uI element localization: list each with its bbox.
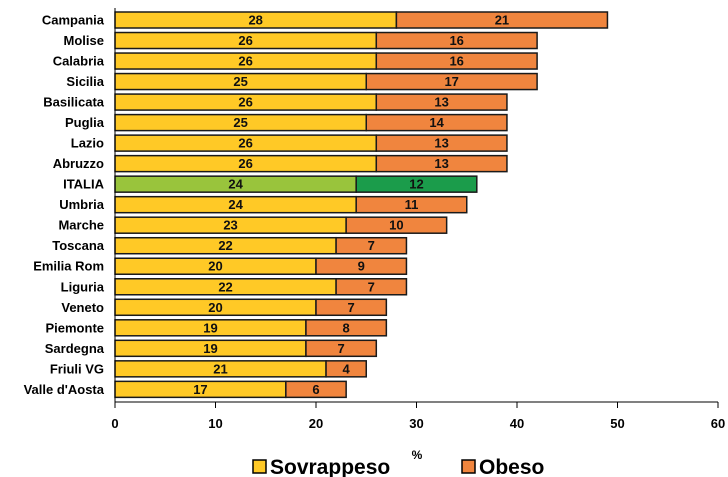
value-label-sovrappeso-abruzzo: 26 xyxy=(238,156,252,171)
bar-obeso-emilia-rom xyxy=(315,257,408,275)
category-label-friuli-vg: Friuli VG xyxy=(50,361,104,376)
x-tick-label-50: 50 xyxy=(610,416,624,431)
bar-obeso-molise xyxy=(375,31,538,50)
bars-group xyxy=(114,11,609,399)
bar-obeso-lazio xyxy=(375,134,508,152)
value-labels: 28 21 26 16 26 16 25 17 26 13 25 14 26 13 26 13 24 12 24 11… xyxy=(193,13,509,397)
category-label-abruzzo: Abruzzo xyxy=(53,156,104,171)
category-label-liguria: Liguria xyxy=(61,279,105,294)
category-label-calabria: Calabria xyxy=(53,54,105,69)
bar-obeso-piemonte xyxy=(305,319,388,337)
value-label-sovrappeso-basilicata: 26 xyxy=(238,95,252,110)
category-label-valle-d-aosta: Valle d'Aosta xyxy=(24,382,105,397)
x-tick-label-0: 0 xyxy=(111,416,118,431)
category-label-toscana: Toscana xyxy=(52,238,105,253)
value-label-sovrappeso-valle-d-aosta: 17 xyxy=(193,382,207,397)
legend-swatch-obeso xyxy=(461,459,476,474)
legend: Sovrappeso Obeso xyxy=(252,456,544,477)
x-tick-label-40: 40 xyxy=(510,416,524,431)
bar-obeso-veneto xyxy=(315,298,388,317)
value-label-sovrappeso-umbria: 24 xyxy=(228,197,243,212)
value-label-obeso-lazio: 13 xyxy=(434,136,448,151)
legend-label-sovrappeso: Sovrappeso xyxy=(270,456,390,477)
bar-obeso-umbria xyxy=(355,195,468,214)
category-label-puglia: Puglia xyxy=(65,115,105,130)
bar-obeso-calabria xyxy=(375,52,538,70)
legend-swatch-sovrappeso xyxy=(252,459,267,474)
bar-obeso-friuli-vg xyxy=(325,360,367,378)
value-label-sovrappeso-lazio: 26 xyxy=(238,136,252,151)
value-label-obeso-basilicata: 13 xyxy=(434,95,448,110)
x-tick-label-30: 30 xyxy=(409,416,423,431)
category-label-basilicata: Basilicata xyxy=(43,95,104,110)
category-label-piemonte: Piemonte xyxy=(45,320,104,335)
x-tick-label-60: 60 xyxy=(711,416,725,431)
category-labels: Campania Molise Calabria Sicilia Basilicata P… xyxy=(24,13,105,397)
value-label-sovrappeso-liguria: 22 xyxy=(218,279,232,294)
bar-obeso-puglia xyxy=(365,113,508,132)
value-label-sovrappeso-friuli-vg: 21 xyxy=(213,361,227,376)
value-label-obeso-molise: 16 xyxy=(449,33,463,48)
category-label-emilia-rom: Emilia Rom xyxy=(33,259,104,274)
value-label-obeso-sardegna: 7 xyxy=(338,341,345,356)
bar-obeso-campania xyxy=(395,11,609,29)
value-label-obeso-liguria: 7 xyxy=(368,279,375,294)
x-axis: 0 10 20 30 40 50 60 xyxy=(111,8,725,431)
value-label-sovrappeso-sicilia: 25 xyxy=(233,74,247,89)
bar-obeso-basilicata xyxy=(375,93,508,111)
bar-obeso-valle-d-aosta xyxy=(285,380,347,399)
value-label-sovrappeso-piemonte: 19 xyxy=(203,320,217,335)
value-label-sovrappeso-toscana: 22 xyxy=(218,238,232,253)
value-label-sovrappeso-sardegna: 19 xyxy=(203,341,217,356)
bar-obeso-marche xyxy=(345,216,448,234)
value-label-sovrappeso-calabria: 26 xyxy=(238,54,252,69)
value-label-obeso-friuli-vg: 4 xyxy=(343,361,351,376)
category-label-sicilia: Sicilia xyxy=(66,74,104,89)
x-tick-label-20: 20 xyxy=(309,416,323,431)
value-label-obeso-veneto: 7 xyxy=(348,300,355,315)
category-label-veneto: Veneto xyxy=(61,300,104,315)
bar-obeso-toscana xyxy=(335,236,408,255)
bar-obeso-italia xyxy=(355,175,478,193)
value-label-sovrappeso-marche: 23 xyxy=(223,218,237,233)
value-label-sovrappeso-puglia: 25 xyxy=(233,115,247,130)
value-label-sovrappeso-veneto: 20 xyxy=(208,300,222,315)
value-label-obeso-marche: 10 xyxy=(389,218,403,233)
category-label-sardegna: Sardegna xyxy=(45,341,105,356)
bar-obeso-sardegna xyxy=(305,339,378,358)
value-label-sovrappeso-campania: 28 xyxy=(248,13,262,28)
legend-label-obeso: Obeso xyxy=(479,456,544,477)
value-label-obeso-campania: 21 xyxy=(495,13,509,28)
category-label-campania: Campania xyxy=(42,13,105,28)
bar-obeso-sicilia xyxy=(365,72,538,91)
value-label-sovrappeso-emilia-rom: 20 xyxy=(208,259,222,274)
value-label-obeso-umbria: 11 xyxy=(405,197,419,212)
x-tick-label-10: 10 xyxy=(208,416,222,431)
category-label-molise: Molise xyxy=(64,33,104,48)
value-label-obeso-valle-d-aosta: 6 xyxy=(312,382,319,397)
value-label-obeso-toscana: 7 xyxy=(368,238,375,253)
value-label-obeso-emilia-rom: 9 xyxy=(358,259,365,274)
value-label-sovrappeso-italia: 24 xyxy=(228,177,243,192)
value-label-sovrappeso-molise: 26 xyxy=(238,33,252,48)
value-label-obeso-abruzzo: 13 xyxy=(434,156,448,171)
bar-obeso-abruzzo xyxy=(375,154,508,173)
value-label-obeso-calabria: 16 xyxy=(449,54,463,69)
x-axis-title: % xyxy=(412,448,423,462)
category-label-marche: Marche xyxy=(58,218,104,233)
value-label-obeso-piemonte: 8 xyxy=(343,320,350,335)
category-label-italia: ITALIA xyxy=(63,177,105,192)
value-label-obeso-puglia: 14 xyxy=(429,115,444,130)
value-label-obeso-sicilia: 17 xyxy=(444,74,458,89)
bar-obeso-liguria xyxy=(335,278,408,296)
value-label-obeso-italia: 12 xyxy=(409,177,423,192)
category-label-lazio: Lazio xyxy=(71,136,104,151)
category-label-umbria: Umbria xyxy=(59,197,105,212)
